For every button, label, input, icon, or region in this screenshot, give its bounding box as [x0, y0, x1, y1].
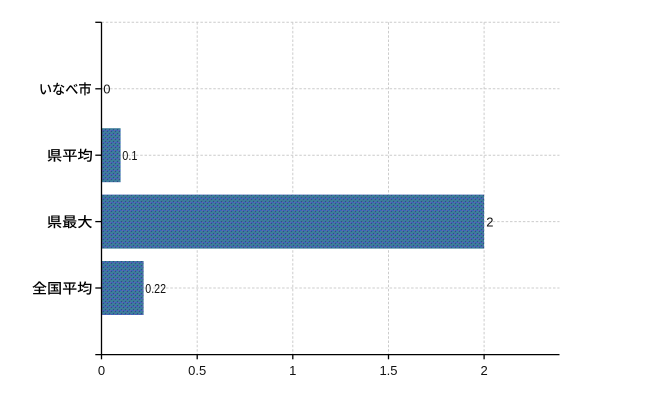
svg-text:2: 2 — [486, 214, 493, 229]
svg-text:0: 0 — [103, 82, 110, 97]
svg-text:1.5: 1.5 — [379, 363, 397, 378]
svg-text:2: 2 — [480, 363, 487, 378]
svg-text:0.1: 0.1 — [122, 148, 137, 163]
svg-text:0.5: 0.5 — [188, 363, 206, 378]
svg-text:0.22: 0.22 — [145, 281, 166, 296]
svg-text:1: 1 — [289, 363, 296, 378]
svg-text:0: 0 — [98, 363, 105, 378]
